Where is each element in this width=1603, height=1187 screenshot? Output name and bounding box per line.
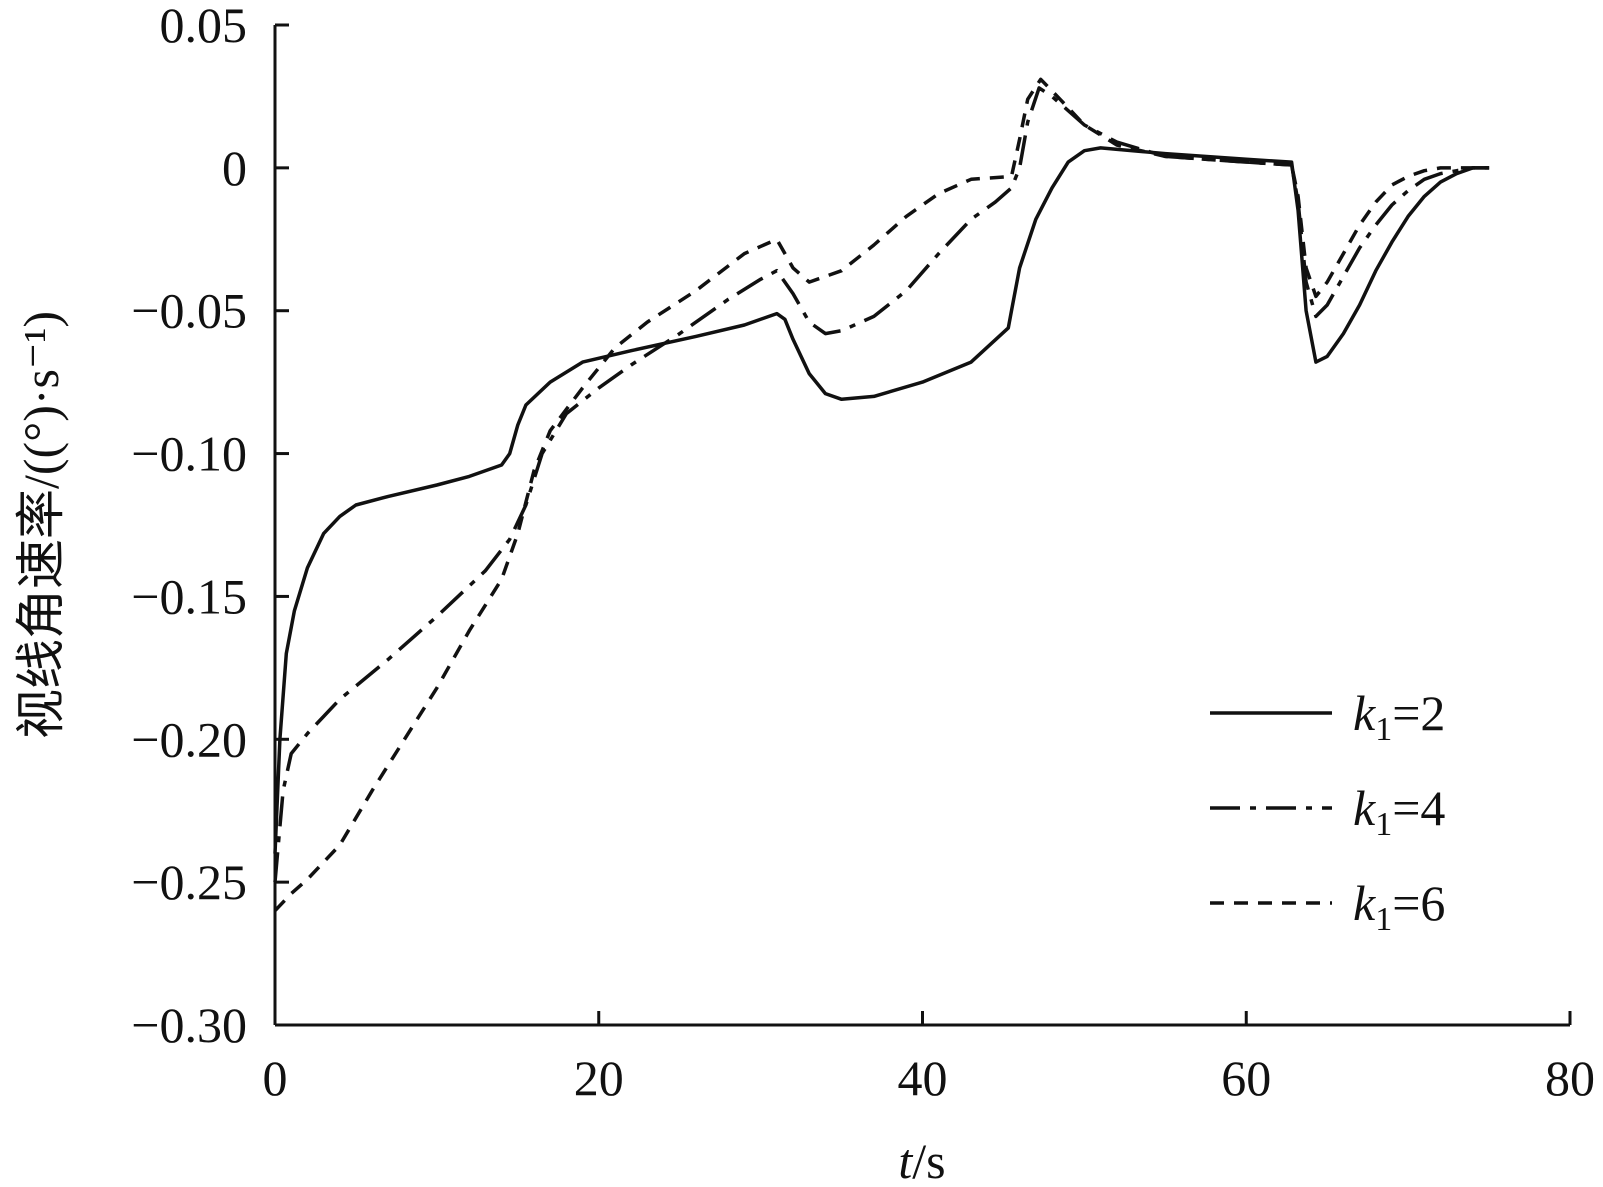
series-line-k1=6 (273, 77, 1490, 912)
x-tick-label: 0 (263, 1050, 288, 1106)
x-ticks: 0 20 40 60 80 (263, 1011, 1595, 1106)
y-tick-label: 0.05 (160, 0, 248, 53)
legend-label: k1=6 (1353, 875, 1445, 938)
y-tick-label: −0.10 (131, 426, 247, 482)
x-axis-title: t/s (898, 1133, 945, 1187)
axes (273, 25, 1570, 1027)
legend-label: k1=2 (1353, 685, 1445, 748)
legend-label: k1=4 (1353, 780, 1445, 843)
x-axis-title-unit: /s (912, 1133, 945, 1187)
y-tick-label: 0 (222, 140, 247, 196)
y-ticks: 0.05 0 −0.05 −0.10 −0.15 −0.20 −0.25 −0.30 (131, 0, 289, 1053)
y-tick-label: −0.20 (131, 711, 247, 767)
x-tick-label: 80 (1545, 1050, 1595, 1106)
series-line-k1=2 (273, 146, 1490, 854)
y-tick-label: −0.25 (131, 854, 247, 910)
x-tick-label: 40 (898, 1050, 948, 1106)
series-group (273, 77, 1490, 912)
legend: k1=2 k1=4 k1=6 (1210, 685, 1445, 938)
x-tick-label: 60 (1221, 1050, 1271, 1106)
y-tick-label: −0.05 (131, 283, 247, 339)
series-line-k1=4 (273, 86, 1490, 883)
y-tick-label: −0.15 (131, 568, 247, 624)
x-tick-label: 20 (574, 1050, 624, 1106)
y-tick-label: −0.30 (131, 997, 247, 1053)
y-axis-title: 视线角速率/((°)·s⁻¹) (13, 311, 69, 739)
x-axis-title-var: t (898, 1133, 913, 1187)
